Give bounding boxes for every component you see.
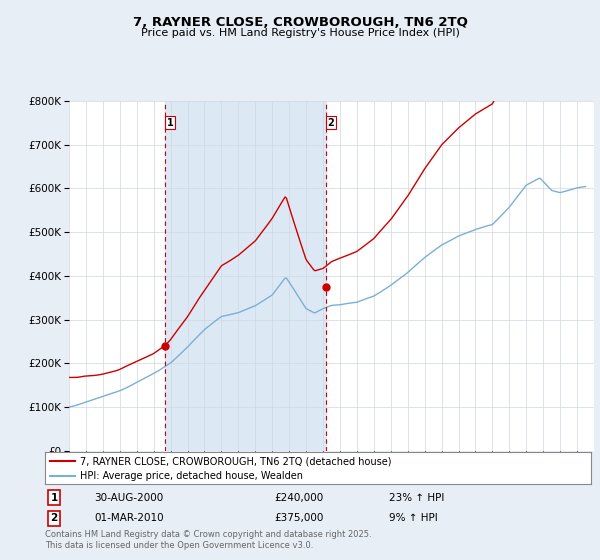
Bar bbox=[165, 101, 326, 451]
Text: 1: 1 bbox=[167, 118, 173, 128]
Text: 01-MAR-2010: 01-MAR-2010 bbox=[94, 514, 164, 524]
Text: 2: 2 bbox=[50, 514, 58, 524]
Text: £375,000: £375,000 bbox=[274, 514, 323, 524]
Text: 30-AUG-2000: 30-AUG-2000 bbox=[94, 493, 163, 503]
Text: 1: 1 bbox=[50, 493, 58, 503]
Text: HPI: Average price, detached house, Wealden: HPI: Average price, detached house, Weal… bbox=[80, 472, 304, 481]
Text: Price paid vs. HM Land Registry's House Price Index (HPI): Price paid vs. HM Land Registry's House … bbox=[140, 28, 460, 38]
Text: 23% ↑ HPI: 23% ↑ HPI bbox=[389, 493, 445, 503]
Text: 9% ↑ HPI: 9% ↑ HPI bbox=[389, 514, 438, 524]
Text: 7, RAYNER CLOSE, CROWBOROUGH, TN6 2TQ (detached house): 7, RAYNER CLOSE, CROWBOROUGH, TN6 2TQ (d… bbox=[80, 456, 392, 466]
Text: 2: 2 bbox=[328, 118, 334, 128]
Text: £240,000: £240,000 bbox=[274, 493, 323, 503]
Text: 7, RAYNER CLOSE, CROWBOROUGH, TN6 2TQ: 7, RAYNER CLOSE, CROWBOROUGH, TN6 2TQ bbox=[133, 16, 467, 29]
Text: Contains HM Land Registry data © Crown copyright and database right 2025.
This d: Contains HM Land Registry data © Crown c… bbox=[45, 530, 371, 550]
